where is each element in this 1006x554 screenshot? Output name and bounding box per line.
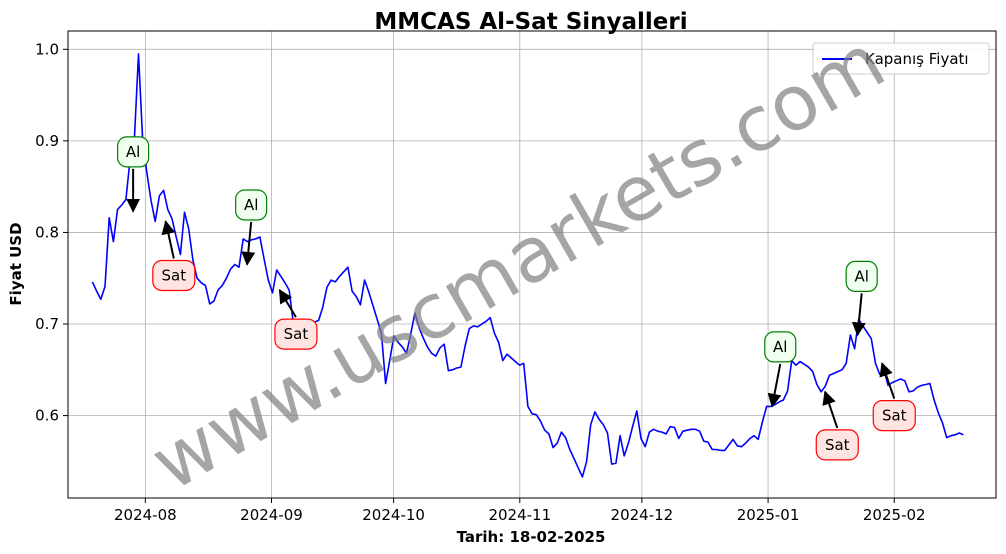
sell-signal-label: Sat xyxy=(882,407,907,425)
annotation-arrow xyxy=(241,221,256,266)
sell-signal-box xyxy=(872,399,916,432)
buy-signal-label: Al xyxy=(126,143,140,161)
legend-label: Kapanış Fiyatı xyxy=(865,50,969,68)
x-tick-label: 2024-11 xyxy=(488,506,551,524)
sell-signal-label: Sat xyxy=(825,436,850,454)
annotation-arrow xyxy=(822,390,839,429)
sell-signal-box xyxy=(152,259,196,292)
y-tick-label: 0.9 xyxy=(35,132,59,150)
annotation-arrow xyxy=(851,293,866,337)
annotation-layer: Al Sat Al Sat Al Sat Al Sat xyxy=(117,136,916,461)
x-tick-label: 2025-02 xyxy=(863,506,926,524)
annotation-arrow xyxy=(879,362,896,399)
x-tick-label: 2025-01 xyxy=(737,506,800,524)
annotation-arrow xyxy=(278,288,297,318)
annotation-arrow xyxy=(767,363,782,408)
y-axis-label: Fiyat USD xyxy=(7,222,25,305)
buy-signal-box xyxy=(764,331,797,363)
buy-signal-box xyxy=(845,260,878,293)
buy-signal-box xyxy=(117,136,150,168)
buy-signal-label: Al xyxy=(854,267,868,285)
buy-signal-box xyxy=(235,189,268,221)
legend-box xyxy=(812,42,990,75)
x-tick-label: 2024-12 xyxy=(611,506,674,524)
sell-signal-box xyxy=(274,318,318,350)
plot-frame xyxy=(67,30,997,499)
y-tick-label: 0.6 xyxy=(35,407,59,425)
sell-signal-label: Sat xyxy=(162,266,187,284)
price-series-line xyxy=(91,53,964,478)
buy-signal-label: Al xyxy=(773,338,787,356)
x-tick-label: 2024-09 xyxy=(240,506,303,524)
sell-signal-label: Sat xyxy=(284,325,309,343)
watermark-text: www.uscmarkets.com xyxy=(137,16,899,508)
y-tick-label: 0.7 xyxy=(35,315,59,333)
x-tick-label: 2024-08 xyxy=(114,506,177,524)
buy-signal-label: Al xyxy=(244,196,258,214)
y-axis-ticks: 0.6 0.7 0.8 0.9 1.0 xyxy=(35,40,68,425)
grid-lines xyxy=(68,31,996,498)
x-axis-ticks: 2024-08 2024-09 2024-10 2024-11 2024-12 2025-… xyxy=(114,498,926,524)
series-layer xyxy=(91,53,964,478)
x-tick-label: 2024-10 xyxy=(362,506,425,524)
sell-signal-box xyxy=(815,429,859,461)
annotation-arrow xyxy=(161,220,176,259)
legend: Kapanış Fiyatı xyxy=(812,42,990,75)
y-tick-label: 1.0 xyxy=(35,40,59,58)
y-tick-label: 0.8 xyxy=(35,223,59,241)
x-axis-label: Tarih: 18-02-2025 xyxy=(457,528,606,546)
